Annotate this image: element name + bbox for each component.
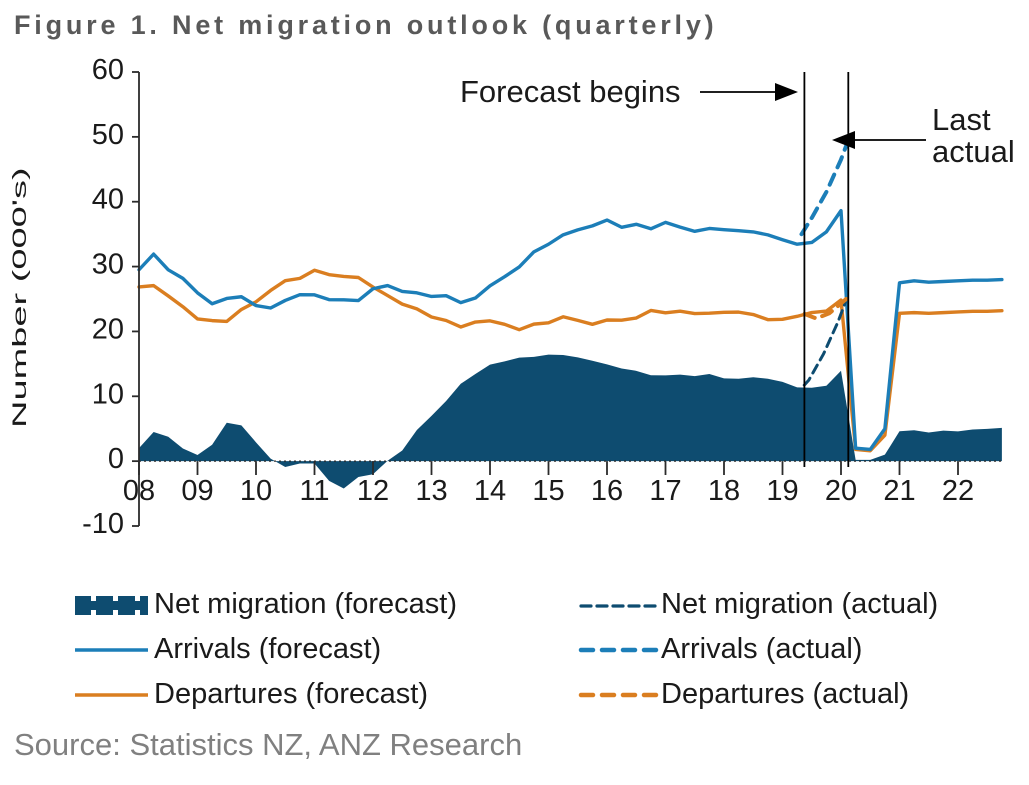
svg-text:30: 30 [92, 249, 124, 281]
svg-text:19: 19 [766, 475, 798, 507]
svg-text:Last: Last [932, 102, 991, 137]
svg-text:50: 50 [92, 119, 124, 151]
svg-text:17: 17 [649, 475, 681, 507]
svg-text:40: 40 [92, 184, 124, 216]
svg-text:-10: -10 [82, 508, 124, 540]
svg-text:Forecast begins: Forecast begins [460, 74, 681, 109]
svg-text:Net migration (forecast): Net migration (forecast) [154, 588, 457, 620]
svg-text:0: 0 [108, 443, 124, 475]
svg-text:60: 60 [92, 54, 124, 86]
svg-text:Net migration (actual): Net migration (actual) [661, 588, 938, 620]
svg-text:08: 08 [123, 475, 155, 507]
svg-text:16: 16 [591, 475, 623, 507]
svg-text:11: 11 [299, 475, 329, 507]
svg-text:20: 20 [825, 475, 857, 507]
svg-text:22: 22 [942, 475, 974, 507]
svg-text:Arrivals (actual): Arrivals (actual) [661, 633, 862, 665]
svg-text:Departures (forecast): Departures (forecast) [154, 678, 428, 710]
svg-text:09: 09 [181, 475, 213, 507]
svg-text:21: 21 [883, 475, 915, 507]
svg-text:18: 18 [708, 475, 740, 507]
svg-text:10: 10 [240, 475, 272, 507]
svg-text:10: 10 [92, 378, 124, 410]
svg-text:Departures (actual): Departures (actual) [661, 678, 909, 710]
svg-text:Arrivals (forecast): Arrivals (forecast) [154, 633, 381, 665]
svg-text:15: 15 [532, 475, 564, 507]
svg-text:12: 12 [357, 475, 389, 507]
svg-text:actual: actual [932, 134, 1015, 169]
svg-text:20: 20 [92, 313, 124, 345]
svg-text:13: 13 [415, 475, 447, 507]
svg-text:14: 14 [474, 475, 506, 507]
